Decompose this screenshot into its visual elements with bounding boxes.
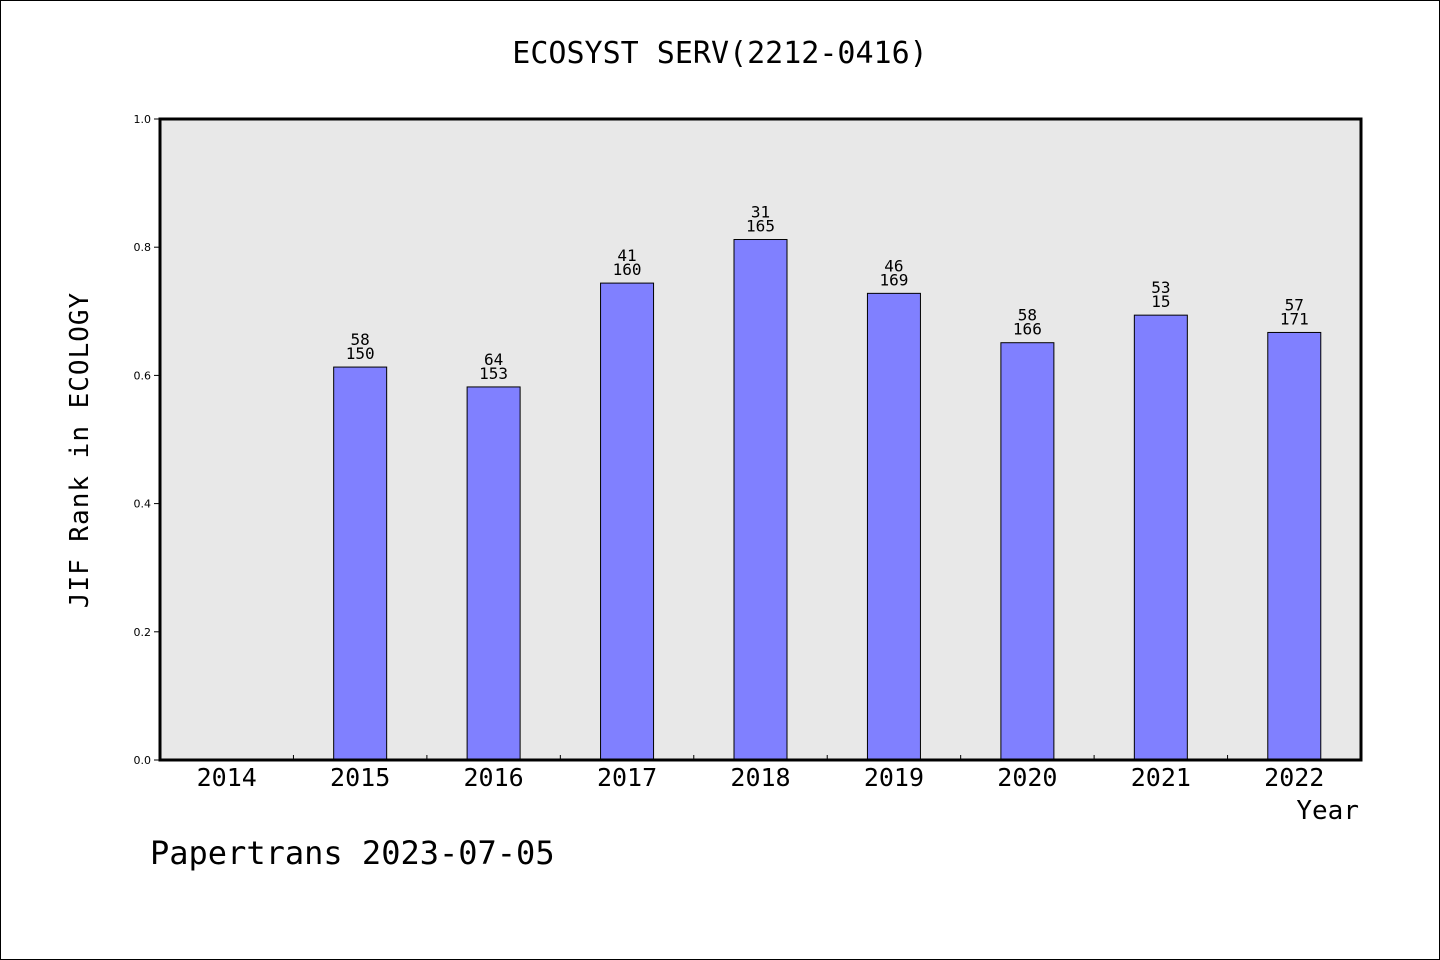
x-tick-label-2019: 2019	[864, 763, 924, 792]
x-axis-label: Year	[1296, 796, 1359, 826]
bar-label-top-2020: 58	[1018, 306, 1037, 325]
bar-label-bottom-2022: 171	[1280, 309, 1309, 328]
x-tick-label-2014: 2014	[197, 763, 257, 792]
bar-label-bottom-2018: 165	[746, 217, 775, 236]
y-tick-label: 0.2	[134, 626, 152, 639]
bar-2022	[1267, 331, 1322, 761]
footer-text: Papertrans 2023-07-05	[150, 834, 555, 872]
x-tick-label-2018: 2018	[730, 763, 790, 792]
bar-2018	[733, 239, 788, 761]
chart-title: ECOSYST SERV(2212-0416)	[512, 36, 928, 71]
bar-2020	[1000, 342, 1055, 761]
y-tick-label: 0.6	[134, 369, 152, 382]
bar-label-top-2019: 46	[884, 256, 903, 275]
x-tick-label-2015: 2015	[330, 763, 390, 792]
x-tick-label-2022: 2022	[1264, 763, 1324, 792]
bar-label-top-2016: 64	[484, 350, 503, 369]
bar-label-top-2022: 57	[1285, 295, 1304, 314]
x-tick-label-2020: 2020	[997, 763, 1057, 792]
x-tick-label-2016: 2016	[464, 763, 524, 792]
bar-2015	[333, 366, 388, 761]
bar-2016	[466, 386, 521, 761]
x-tick-label-2021: 2021	[1131, 763, 1191, 792]
bar-label-bottom-2021: 15	[1151, 292, 1170, 311]
y-tick-label: 0.8	[134, 241, 152, 254]
y-axis-label: JIF Rank in ECOLOGY	[65, 291, 95, 609]
bar-label-top-2017: 41	[617, 246, 636, 265]
bar-label-bottom-2017: 160	[613, 260, 642, 279]
bar-label-top-2018: 31	[751, 203, 770, 222]
y-tick-label: 1.0	[134, 113, 152, 126]
y-tick-label: 0.4	[134, 498, 152, 511]
x-tick-label-2017: 2017	[597, 763, 657, 792]
bar-label-bottom-2020: 166	[1013, 320, 1042, 339]
bar-2021	[1133, 314, 1188, 761]
bar-2019	[866, 292, 921, 761]
bar-2017	[600, 282, 655, 761]
bar-label-bottom-2019: 169	[879, 270, 908, 289]
bar-label-top-2021: 53	[1151, 278, 1170, 297]
plot-frame	[158, 117, 1363, 762]
bar-label-bottom-2015: 150	[346, 344, 375, 363]
bar-label-bottom-2016: 153	[479, 364, 508, 383]
y-tick-label: 0.0	[134, 754, 152, 767]
bar-label-top-2015: 58	[351, 330, 370, 349]
